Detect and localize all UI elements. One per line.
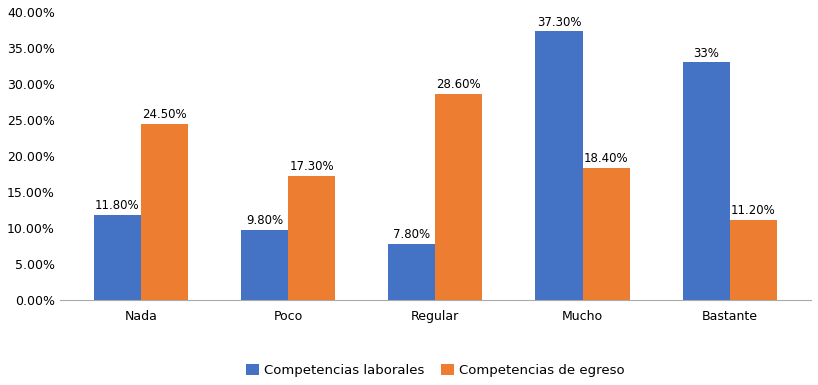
Text: 17.30%: 17.30% — [290, 160, 334, 173]
Bar — [389, 244, 435, 300]
Legend: Competencias laborales, Competencias de egreso: Competencias laborales, Competencias de … — [240, 359, 630, 382]
Bar — [683, 62, 730, 300]
Bar — [94, 215, 141, 300]
Bar — [141, 124, 188, 300]
Text: 11.20%: 11.20% — [731, 204, 775, 217]
Text: 18.40%: 18.40% — [584, 152, 628, 165]
Text: 11.80%: 11.80% — [95, 199, 140, 213]
Bar — [536, 32, 582, 300]
Text: 33%: 33% — [694, 47, 719, 60]
Bar — [435, 94, 483, 300]
Text: 28.60%: 28.60% — [437, 78, 481, 91]
Bar — [241, 230, 288, 300]
Text: 24.50%: 24.50% — [142, 108, 187, 121]
Bar — [582, 167, 630, 300]
Text: 37.30%: 37.30% — [537, 15, 582, 28]
Text: 7.80%: 7.80% — [393, 228, 430, 241]
Text: 9.80%: 9.80% — [246, 214, 283, 227]
Bar — [288, 176, 335, 300]
Bar — [730, 219, 777, 300]
